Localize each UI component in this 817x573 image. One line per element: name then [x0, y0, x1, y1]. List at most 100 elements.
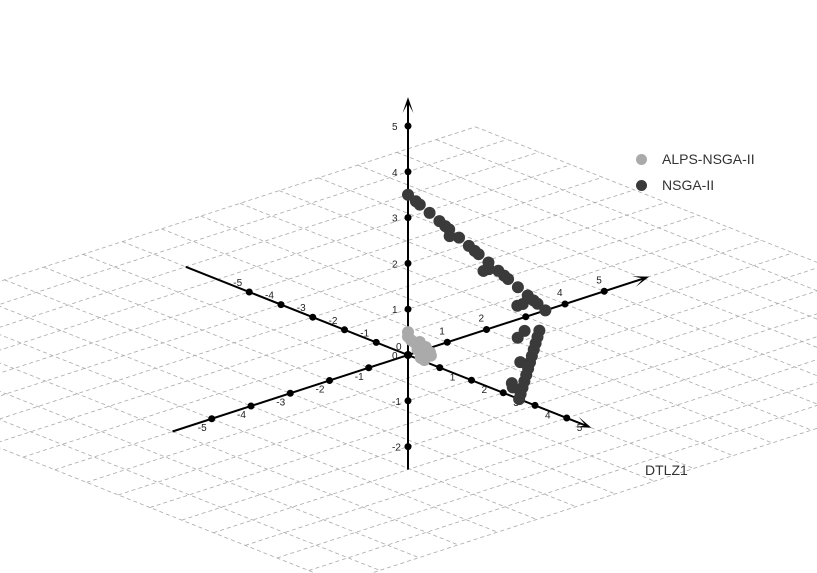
x-tick-mark	[309, 313, 317, 321]
z-tick-label: 2	[392, 259, 398, 270]
point-nsga-ii	[498, 269, 511, 282]
point-alps-nsga-ii	[424, 346, 437, 359]
x-tick-mark	[341, 326, 348, 334]
point-nsga-ii	[511, 281, 524, 294]
x-axis-arrowhead	[574, 416, 592, 428]
grid-line	[0, 176, 603, 374]
legend-item-nsga-ii[interactable]: NSGA-II	[636, 172, 755, 198]
x-tick-mark	[372, 338, 380, 346]
y-tick-label: -5	[198, 423, 207, 434]
grid-line	[161, 228, 734, 457]
grid-line	[0, 419, 380, 571]
z-tick-mark	[404, 168, 412, 176]
y-tick-mark	[208, 415, 216, 423]
y-tick-mark	[326, 377, 333, 384]
grid-line	[0, 151, 540, 328]
x-tick-label: 4	[545, 410, 551, 421]
x-tick-label: 5	[577, 423, 583, 434]
y-tick-label: 4	[557, 288, 563, 299]
z-tick-label: -2	[392, 443, 401, 454]
z-tick-label: 5	[392, 122, 398, 133]
point-nsga-ii	[518, 324, 531, 337]
y-tick-mark	[483, 326, 490, 333]
y-tick-mark	[247, 402, 255, 410]
z-tick-mark	[404, 397, 412, 405]
grid-line	[0, 334, 498, 533]
z-tick-label: 1	[392, 305, 398, 316]
y-tick-label: -4	[237, 410, 246, 421]
point-nsga-ii	[516, 297, 529, 310]
point-nsga-ii	[527, 294, 540, 307]
x-tick-label: -5	[233, 278, 242, 289]
legend[interactable]: ALPS-NSGA-II NSGA-II	[636, 146, 755, 198]
grid-line	[0, 362, 459, 546]
point-alps-nsga-ii	[408, 336, 421, 349]
z-axis-arrowhead	[402, 97, 414, 114]
grid-line	[0, 214, 698, 443]
grid-line	[276, 382, 817, 559]
point-alps-nsga-ii	[415, 346, 428, 359]
point-nsga-ii	[423, 206, 436, 219]
x-tick-mark	[436, 364, 444, 372]
z-tick-label: -1	[392, 397, 401, 408]
y-axis-arrowhead	[632, 276, 650, 287]
legend-item-alps-nsga-ii[interactable]: ALPS-NSGA-II	[636, 146, 755, 172]
x-tick-mark	[277, 301, 285, 309]
x-tick-label: -2	[329, 316, 338, 327]
point-nsga-ii	[453, 231, 466, 244]
point-nsga-ii	[402, 188, 414, 201]
y-tick-label: 5	[596, 275, 602, 286]
point-nsga-ii	[468, 244, 481, 257]
grid-line	[0, 447, 317, 573]
grid-line	[0, 164, 571, 351]
point-nsga-ii	[439, 220, 452, 233]
legend-swatch-alps-nsga-ii	[636, 153, 647, 165]
z-tick-label: 3	[392, 214, 398, 225]
y-tick-mark	[365, 364, 373, 372]
y-tick-label: 1	[439, 326, 445, 337]
point-nsga-ii	[514, 356, 527, 369]
legend-swatch-nsga-ii	[636, 179, 647, 191]
y-tick-mark	[522, 313, 530, 321]
z-tick-mark	[404, 214, 412, 222]
z-tick-mark	[404, 443, 412, 451]
y-tick-mark	[443, 338, 451, 346]
x-tick-mark	[468, 376, 475, 384]
x-tick-label: -3	[297, 303, 306, 314]
point-nsga-ii	[443, 230, 456, 243]
y-tick-label: 2	[479, 314, 485, 325]
x-tick-mark	[563, 414, 571, 422]
z-tick-label: 0	[392, 351, 398, 362]
y-tick-label: -1	[355, 372, 364, 383]
grid-line	[118, 267, 817, 496]
x-tick-label: 1	[450, 373, 456, 384]
legend-label-alps-nsga-ii: ALPS-NSGA-II	[662, 151, 755, 167]
grid-line	[308, 405, 817, 571]
grid-line	[0, 305, 537, 520]
y-tick-label: -3	[276, 397, 285, 408]
grid-line	[239, 202, 812, 431]
point-nsga-ii	[539, 304, 552, 317]
z-tick-mark	[404, 122, 412, 130]
origin-mark	[404, 351, 412, 359]
point-nsga-ii	[409, 195, 422, 208]
point-nsga-ii	[533, 324, 546, 337]
x-tick-label: -4	[265, 291, 274, 302]
x-tick-label: -1	[360, 328, 369, 339]
x-tick-mark	[245, 288, 253, 296]
origin-label: 0	[396, 342, 402, 353]
point-nsga-ii	[482, 263, 495, 276]
grid-line	[0, 139, 508, 305]
y-tick-mark	[286, 389, 294, 397]
legend-label-nsga-ii: NSGA-II	[662, 177, 715, 193]
grid-line	[279, 190, 817, 405]
grid-line	[370, 427, 817, 573]
grid-line	[0, 390, 420, 559]
y-tick-label: -2	[316, 385, 325, 396]
x-tick-mark	[499, 389, 507, 397]
z-tick-mark	[404, 305, 412, 313]
x-tick-label: 2	[482, 385, 488, 396]
z-tick-mark	[404, 259, 412, 267]
point-nsga-ii	[505, 377, 518, 390]
